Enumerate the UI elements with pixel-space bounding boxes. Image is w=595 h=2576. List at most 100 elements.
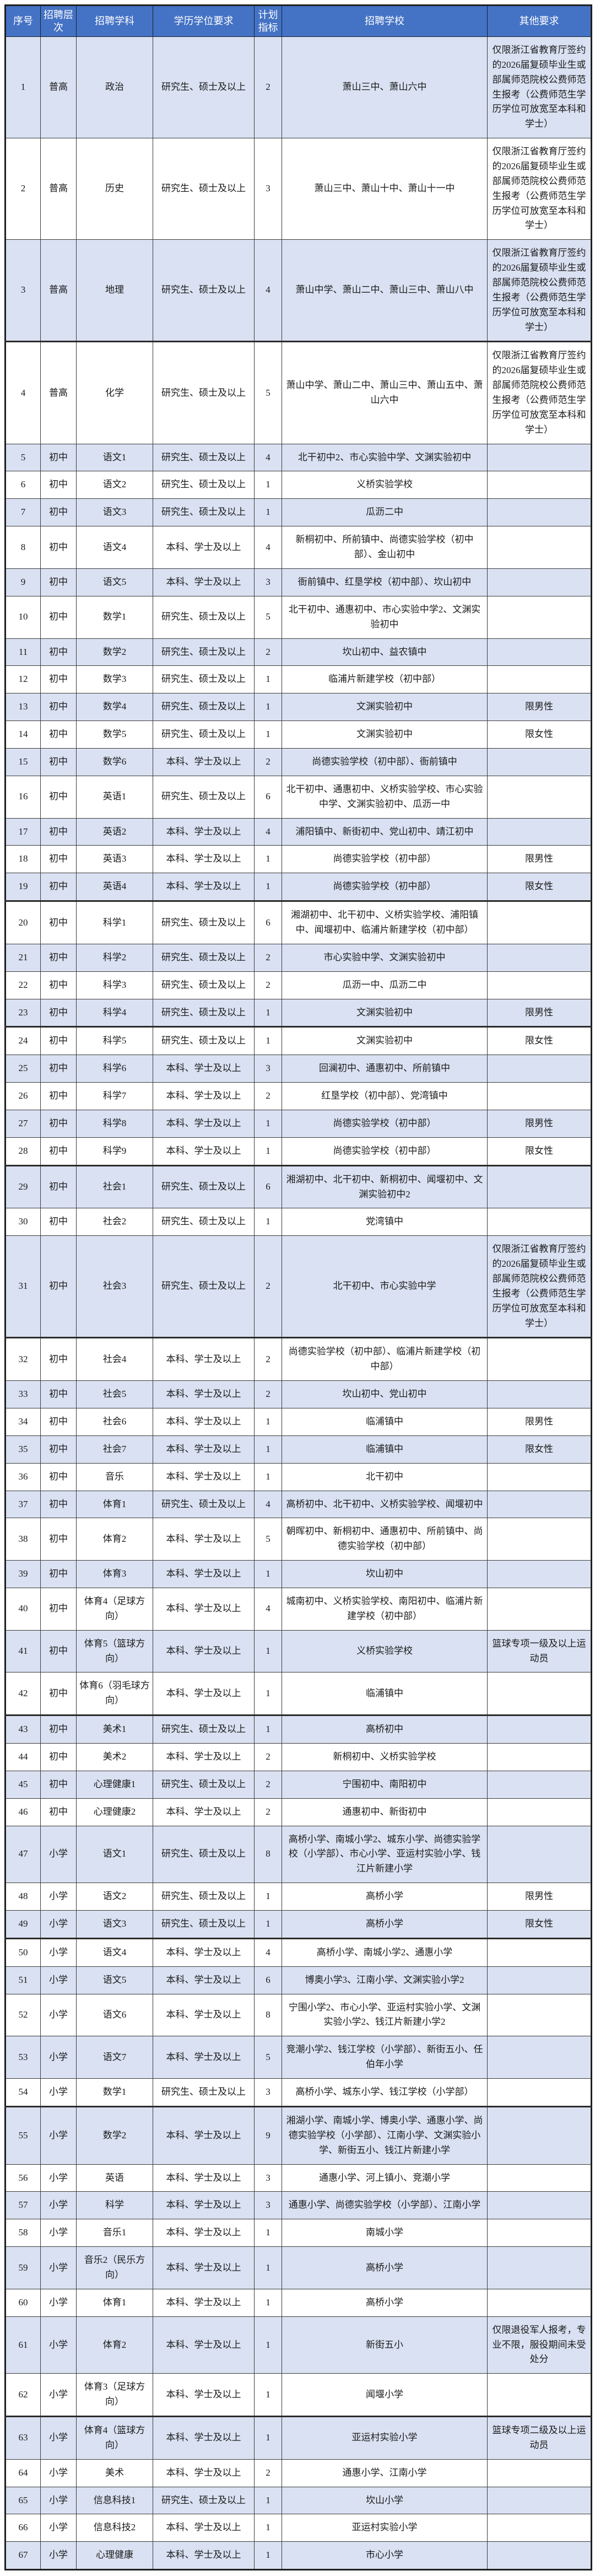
cell-degree: 本科、学士及以上: [153, 1462, 255, 1491]
cell-quota: 4: [254, 1588, 282, 1631]
cell-schools: 高桥小学: [282, 1883, 488, 1911]
cell-degree: 研究生、硕士及以上: [153, 1910, 255, 1939]
cell-other: 仅限浙江省教育厅签约的2026届复硕毕业生或部属师范院校公费师范生报考（公费师范…: [487, 1235, 592, 1339]
table-row: 28 初中 科学9 本科、学士及以上 1 尚德实验学校（初中部） 限女性: [5, 1137, 592, 1166]
cell-quota: 4: [254, 1938, 282, 1967]
cell-degree: 本科、学士及以上: [153, 747, 255, 776]
cell-level: 初中: [40, 1055, 77, 1083]
cell-index: 50: [5, 1938, 41, 1967]
table-row: 10 初中 数学1 研究生、硕士及以上 5 北干初中、通惠初中、市心实验中学2、文渊实验初…: [5, 595, 592, 639]
cell-schools: 通惠小学、江南小学: [282, 2459, 488, 2487]
cell-subject: 体育2: [76, 1518, 153, 1561]
cell-degree: 研究生、硕士及以上: [153, 901, 255, 944]
cell-degree: 本科、学士及以上: [153, 2106, 255, 2165]
cell-degree: 研究生、硕士及以上: [153, 1490, 255, 1519]
cell-subject: 科学3: [76, 971, 153, 999]
cell-degree: 本科、学士及以上: [153, 1435, 255, 1464]
cell-subject: 语文3: [76, 1910, 153, 1939]
cell-quota: 6: [254, 901, 282, 944]
cell-schools: 尚德实验学校（初中部）: [282, 1137, 488, 1166]
cell-index: 39: [5, 1560, 41, 1589]
cell-quota: 3: [254, 2191, 282, 2220]
cell-schools: 新桐初中、义桥实验学校: [282, 1743, 488, 1771]
table-row: 26 初中 科学7 本科、学士及以上 2 红垦学校（初中部）、党湾镇中: [5, 1082, 592, 1110]
cell-quota: 1: [254, 1026, 282, 1056]
cell-index: 6: [5, 471, 41, 499]
column-header: 招聘学科: [76, 5, 153, 37]
cell-subject: 音乐: [76, 1462, 153, 1491]
cell-quota: 6: [254, 1966, 282, 1994]
column-header: 招聘层次: [40, 5, 77, 37]
cell-subject: 体育1: [76, 2288, 153, 2317]
cell-degree: 研究生、硕士及以上: [153, 1026, 255, 1056]
cell-index: 43: [5, 1715, 41, 1744]
cell-quota: 1: [254, 2514, 282, 2542]
cell-other: [487, 775, 592, 819]
cell-subject: 社会3: [76, 1235, 153, 1339]
cell-degree: 本科、学士及以上: [153, 2416, 255, 2460]
table-row: 50 小学 语文4 本科、学士及以上 4 高桥小学、南城小学2、通惠小学: [5, 1938, 592, 1967]
cell-degree: 研究生、硕士及以上: [153, 1825, 255, 1884]
cell-quota: 4: [254, 526, 282, 569]
cell-degree: 研究生、硕士及以上: [153, 239, 255, 343]
cell-other: [487, 2514, 592, 2542]
cell-index: 46: [5, 1798, 41, 1826]
cell-other: [487, 2459, 592, 2487]
cell-subject: 语文4: [76, 1938, 153, 1967]
cell-other: [487, 1770, 592, 1799]
cell-degree: 本科、学士及以上: [153, 1743, 255, 1771]
cell-other: [487, 1165, 592, 1209]
cell-degree: 本科、学士及以上: [153, 845, 255, 874]
cell-subject: 科学2: [76, 943, 153, 972]
cell-degree: 本科、学士及以上: [153, 1055, 255, 1083]
cell-subject: 心理健康: [76, 2541, 153, 2570]
cell-index: 23: [5, 998, 41, 1028]
cell-level: 初中: [40, 1588, 77, 1631]
cell-index: 16: [5, 775, 41, 819]
cell-schools: 竞潮小学2、钱江学校（小学部）、新街五小、任伯年小学: [282, 2036, 488, 2079]
cell-other: 仅限浙江省教育厅签约的2026届复硕毕业生或部属师范院校公费师范生报考（公费师范…: [487, 341, 592, 444]
cell-quota: 2: [254, 943, 282, 972]
cell-schools: 尚德实验学校（初中部）: [282, 873, 488, 902]
cell-degree: 本科、学士及以上: [153, 2191, 255, 2220]
cell-level: 初中: [40, 693, 77, 722]
cell-degree: 本科、学士及以上: [153, 1588, 255, 1631]
cell-schools: 高桥小学、南城小学2、城东小学、尚德实验学校（小学部）、市心小学、亚运村实验小学…: [282, 1825, 488, 1884]
cell-subject: 社会6: [76, 1408, 153, 1436]
cell-degree: 本科、学士及以上: [153, 1380, 255, 1408]
cell-subject: 科学6: [76, 1055, 153, 1083]
column-header: 序号: [5, 5, 41, 37]
cell-quota: 1: [254, 1208, 282, 1236]
cell-subject: 科学9: [76, 1137, 153, 1166]
cell-other: [487, 1462, 592, 1491]
table-row: 35 初中 社会7 本科、学士及以上 1 临浦镇中 限女性: [5, 1435, 592, 1464]
cell-index: 44: [5, 1743, 41, 1771]
cell-schools: 高桥初中、北干初中、义桥实验学校、闻堰初中: [282, 1490, 488, 1519]
cell-other: 仅限浙江省教育厅签约的2026届复硕毕业生或部属师范院校公费师范生报考（公费师范…: [487, 239, 592, 343]
cell-degree: 研究生、硕士及以上: [153, 943, 255, 972]
cell-degree: 本科、学士及以上: [153, 1518, 255, 1561]
table-row: 62 小学 体育3（足球方向） 本科、学士及以上 1 闻堰小学: [5, 2373, 592, 2417]
cell-quota: 2: [254, 1337, 282, 1381]
table-row: 23 初中 科学4 研究生、硕士及以上 1 文渊实验初中 限男性: [5, 998, 592, 1028]
cell-index: 54: [5, 2078, 41, 2107]
cell-level: 初中: [40, 901, 77, 944]
cell-subject: 语文2: [76, 471, 153, 499]
cell-schools: 临浦镇中: [282, 1408, 488, 1436]
cell-subject: 科学7: [76, 1082, 153, 1110]
cell-degree: 本科、学士及以上: [153, 1082, 255, 1110]
cell-schools: 临浦镇中: [282, 1672, 488, 1717]
cell-subject: 语文5: [76, 568, 153, 596]
cell-subject: 科学: [76, 2191, 153, 2220]
table-row: 49 小学 语文3 研究生、硕士及以上 1 高桥小学 限女性: [5, 1910, 592, 1939]
cell-schools: 朝晖初中、新桐初中、通惠初中、所前镇中、尚德实验学校（初中部）: [282, 1518, 488, 1561]
cell-quota: 1: [254, 1560, 282, 1589]
cell-index: 61: [5, 2316, 41, 2374]
cell-subject: 化学: [76, 341, 153, 444]
cell-quota: 1: [254, 1435, 282, 1464]
cell-index: 57: [5, 2191, 41, 2220]
cell-schools: 尚德实验学校（初中部）: [282, 845, 488, 874]
cell-quota: 1: [254, 2373, 282, 2417]
cell-schools: 义桥实验学校: [282, 471, 488, 499]
cell-degree: 研究生、硕士及以上: [153, 693, 255, 722]
